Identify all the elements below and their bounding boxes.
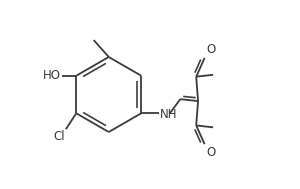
Text: NH: NH — [160, 108, 177, 121]
Text: O: O — [206, 146, 215, 160]
Text: HO: HO — [43, 69, 61, 82]
Text: O: O — [206, 43, 215, 56]
Text: Cl: Cl — [53, 130, 65, 143]
